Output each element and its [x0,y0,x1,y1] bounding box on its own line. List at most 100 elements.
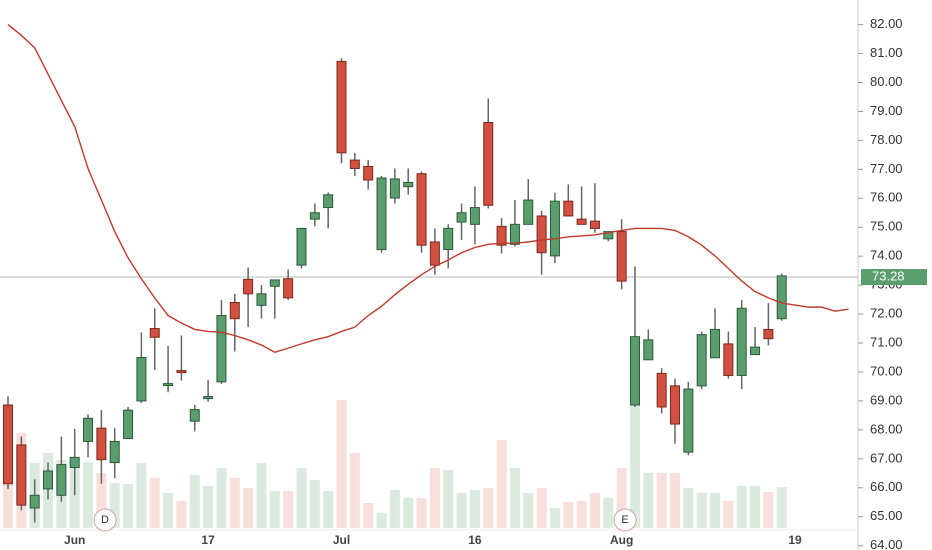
candle-body [523,199,534,225]
volume-bar [723,501,734,528]
volume-bar [109,483,120,528]
volume-bar [136,463,147,528]
candle-body [776,275,787,320]
candle-body [563,200,574,217]
candle-body [603,231,614,240]
y-tick-label: 67.00 [870,450,903,465]
candle-body [469,207,480,225]
y-tick-label: 79.00 [870,103,903,118]
candle-body [149,328,160,338]
volume-bar [149,478,160,528]
candle-body [136,357,147,402]
x-tick-label: 16 [468,533,482,547]
y-tick-label: 82.00 [870,16,903,31]
candle-body [16,444,27,506]
volume-bar [243,488,254,528]
volume-bar [216,468,227,528]
candle-body [416,173,427,246]
y-tick-label: 72.00 [870,306,903,321]
y-tick-label: 78.00 [870,132,903,147]
volume-bar [710,493,721,528]
volume-bar [496,440,507,528]
volume-bar [163,493,174,528]
candle-body [456,212,467,223]
volume-bar [656,473,667,528]
candle-body [309,212,320,220]
candle-body [189,409,200,422]
volume-bar [763,492,774,528]
candle-body [96,427,107,461]
volume-bar [683,488,694,528]
volume-bar [750,486,761,528]
candle-body [283,278,294,299]
candle-body [496,225,507,246]
volume-layer [3,400,787,528]
volume-bar [456,493,467,528]
candle-body [643,339,654,361]
event-marker: E [613,508,637,532]
volume-bar [576,501,587,528]
y-tick-label: 80.00 [870,74,903,89]
candle-body [323,194,334,209]
volume-bar [189,475,200,528]
volume-bar [483,488,494,528]
candle-body [549,200,560,257]
volume-bar [670,473,680,528]
candle-body [243,278,254,295]
candle-body [29,494,40,509]
y-tick-label: 71.00 [870,334,903,349]
candle-body [109,440,120,464]
y-tick-label: 64.00 [870,537,903,550]
x-tick-label: Jul [333,533,350,547]
candle-body [376,177,387,251]
volume-bar [403,498,414,528]
volume-bar [549,508,560,528]
candle-body [203,396,214,400]
x-tick-label: 19 [788,533,802,547]
y-tick-label: 66.00 [870,479,903,494]
volume-bar [323,491,334,528]
volume-bar [416,498,427,528]
volume-bar [589,493,600,528]
candle-body [269,279,280,287]
candle-body [83,417,94,442]
volume-bar [256,463,267,528]
volume-bar [389,490,400,528]
x-tick-label: Aug [610,533,633,547]
volume-bar [563,502,574,528]
price-layer [0,24,858,523]
volume-bar [376,513,387,528]
volume-bar [696,493,707,528]
volume-bar [776,487,787,528]
volume-bar [123,484,134,528]
candle-body [43,470,54,490]
candle-body [509,223,520,245]
y-tick-label: 65.00 [870,508,903,523]
candle-body [363,165,374,181]
candle-body [163,383,174,387]
candle-body [3,404,13,485]
volume-bar [283,491,294,528]
candle-body [296,227,307,266]
candle-body [176,370,187,374]
x-tick-label: 17 [201,533,215,547]
candle-body [123,409,134,440]
volume-bar [229,478,240,528]
candle-body [763,328,774,340]
y-tick-label: 74.00 [870,248,903,263]
volume-bar [616,468,627,528]
y-tick-label: 81.00 [870,45,903,60]
volume-bar [509,468,520,528]
candle-body [389,178,400,199]
volume-bar [536,488,547,528]
event-marker: D [93,508,117,532]
y-tick-label: 70.00 [870,363,903,378]
candle-body [536,215,547,254]
last-price-label: 73.28 [872,268,905,283]
y-tick-label: 76.00 [870,190,903,205]
volume-bar [203,486,214,528]
candle-body [483,121,494,206]
candle-body [216,315,227,383]
volume-bar [336,400,347,528]
